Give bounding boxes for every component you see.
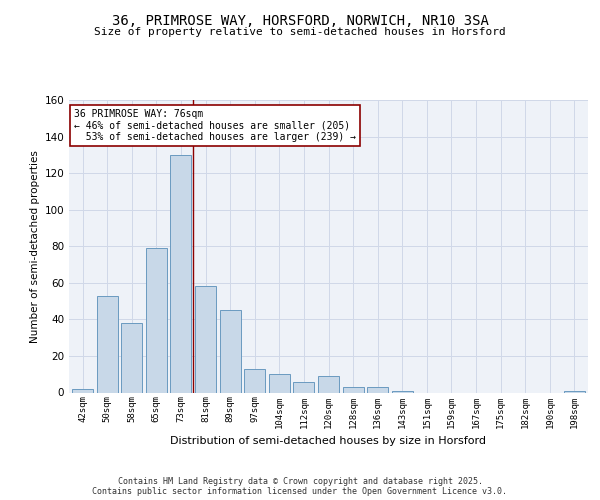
Bar: [343, 387, 364, 392]
Bar: [293, 382, 314, 392]
Bar: [367, 387, 388, 392]
Bar: [244, 368, 265, 392]
Bar: [146, 248, 167, 392]
Bar: [220, 310, 241, 392]
Text: 36, PRIMROSE WAY, HORSFORD, NORWICH, NR10 3SA: 36, PRIMROSE WAY, HORSFORD, NORWICH, NR1…: [112, 14, 488, 28]
Bar: [269, 374, 290, 392]
Bar: [392, 390, 413, 392]
Y-axis label: Number of semi-detached properties: Number of semi-detached properties: [30, 150, 40, 342]
Text: Contains HM Land Registry data © Crown copyright and database right 2025.
Contai: Contains HM Land Registry data © Crown c…: [92, 476, 508, 496]
Bar: [318, 376, 339, 392]
X-axis label: Distribution of semi-detached houses by size in Horsford: Distribution of semi-detached houses by …: [170, 436, 487, 446]
Bar: [72, 389, 93, 392]
Text: 36 PRIMROSE WAY: 76sqm
← 46% of semi-detached houses are smaller (205)
  53% of : 36 PRIMROSE WAY: 76sqm ← 46% of semi-det…: [74, 109, 356, 142]
Text: Size of property relative to semi-detached houses in Horsford: Size of property relative to semi-detach…: [94, 27, 506, 37]
Bar: [195, 286, 216, 393]
Bar: [170, 155, 191, 392]
Bar: [97, 296, 118, 392]
Bar: [564, 390, 585, 392]
Bar: [121, 323, 142, 392]
